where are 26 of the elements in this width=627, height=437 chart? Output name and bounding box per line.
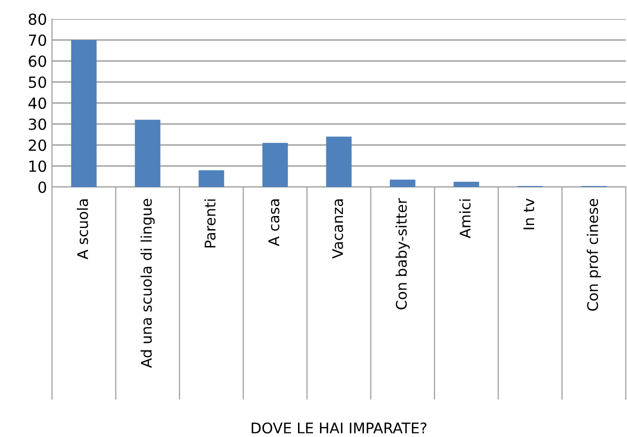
bar	[454, 182, 480, 187]
x-tick-label: Parenti	[204, 199, 216, 248]
x-tick-label: A scuola	[76, 199, 88, 260]
x-axis-title: DOVE LE HAI IMPARATE?	[252, 422, 426, 434]
y-tick-label: 30	[28, 118, 46, 130]
bar	[262, 142, 288, 187]
y-tick-label: 40	[28, 97, 46, 110]
y-tick-label: 70	[28, 34, 46, 46]
bar	[71, 40, 97, 187]
x-tick-label: Con prof cinese	[586, 198, 601, 311]
bar	[134, 120, 160, 187]
x-tick-label: A casa	[268, 199, 280, 246]
bar	[326, 136, 352, 187]
y-tick-label: 50	[28, 76, 46, 88]
y-tick-label: 80	[28, 13, 46, 26]
x-tick-label: Vacanza	[332, 199, 344, 259]
x-tick-label: Ad una scuola di lingue	[140, 198, 155, 368]
y-tick-label: 20	[28, 139, 46, 152]
bar	[390, 180, 416, 187]
x-tick-label: In tv	[524, 198, 534, 230]
y-tick-label: 0	[38, 181, 46, 194]
bar	[198, 170, 224, 187]
y-tick-label: 10	[29, 160, 46, 172]
x-tick-label: Amici	[459, 199, 471, 238]
y-tick-label: 60	[28, 55, 46, 68]
x-tick-label: Con baby-sitter	[396, 198, 410, 310]
